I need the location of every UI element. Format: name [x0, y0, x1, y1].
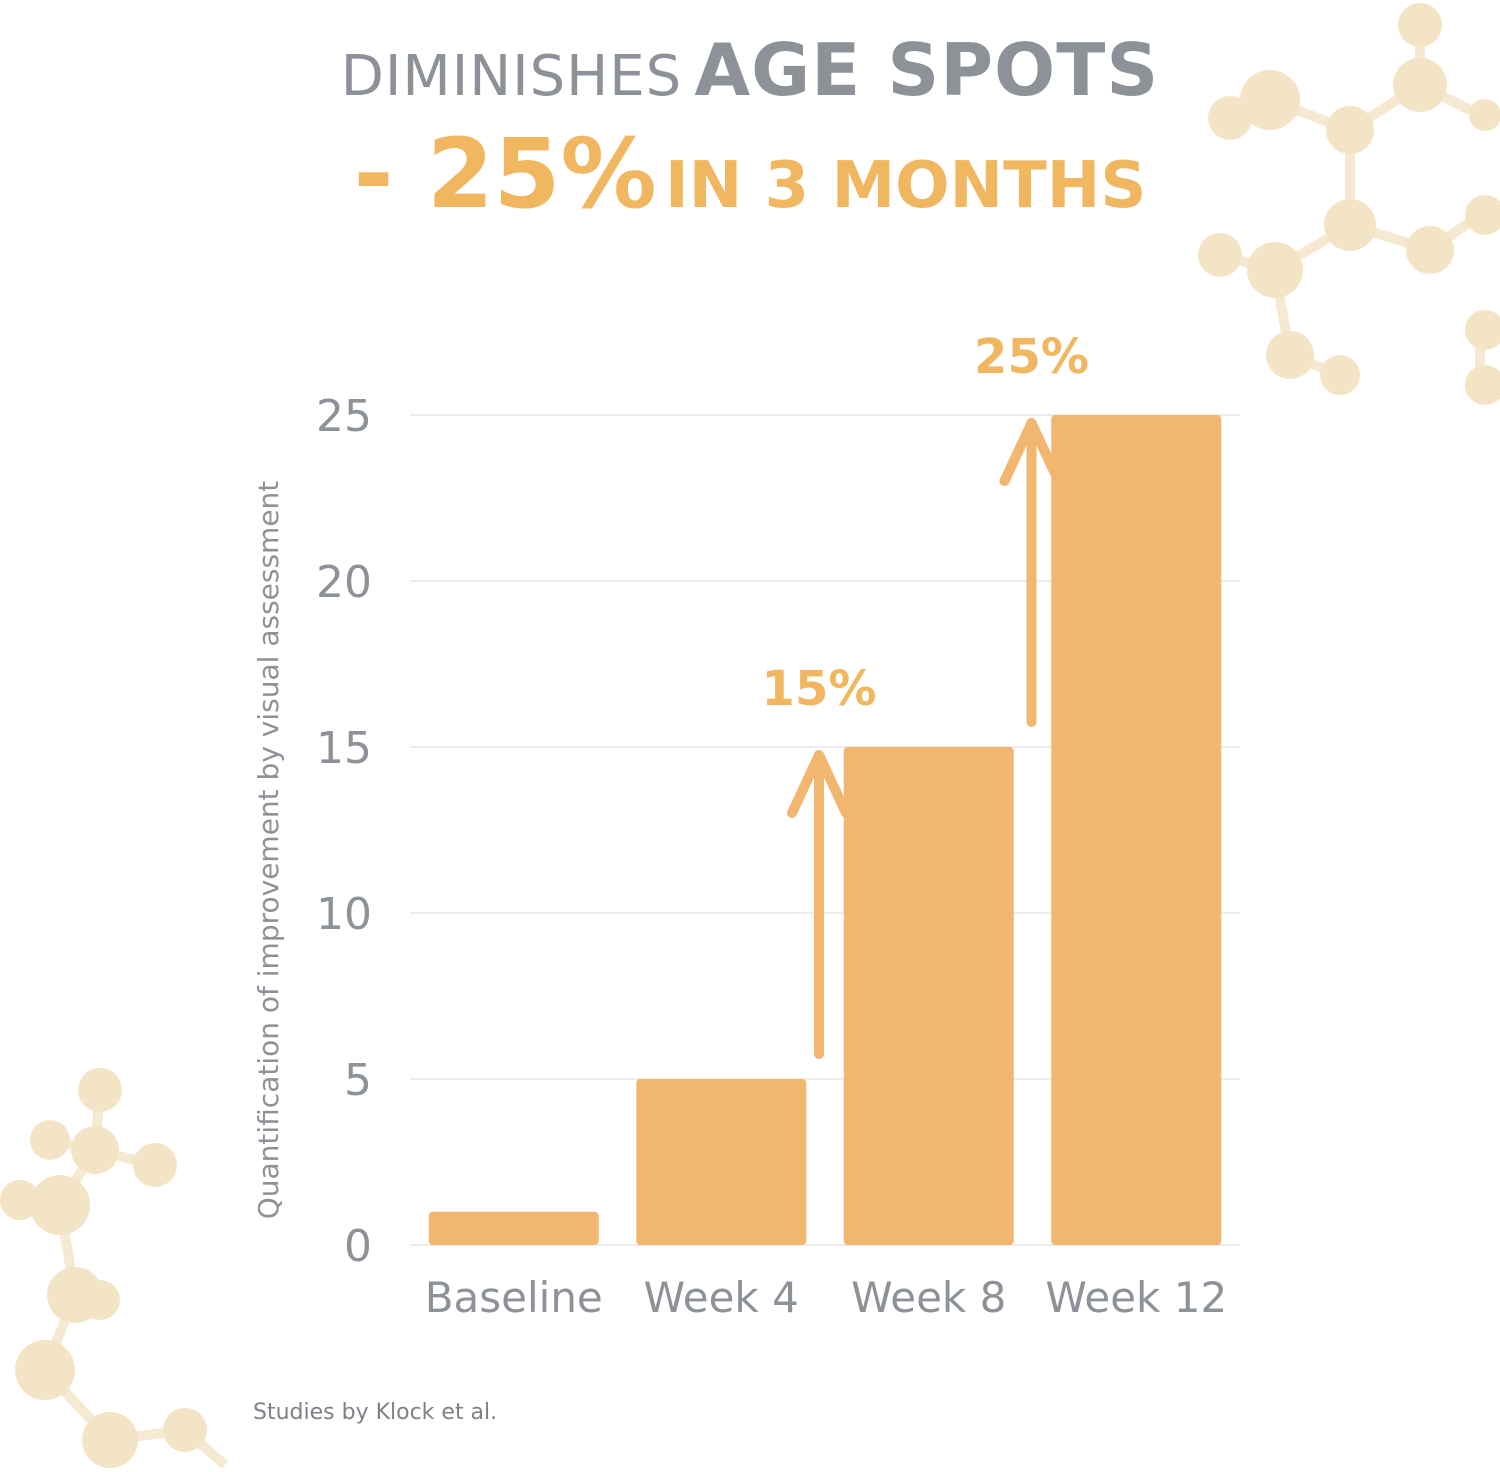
bars [428, 415, 1222, 1245]
bar [428, 1211, 599, 1245]
y-tick-label: 0 [344, 1221, 372, 1272]
headline-percent: - 25% [353, 118, 657, 230]
headline-line-2: - 25% IN 3 MONTHS [0, 118, 1500, 230]
x-tick-label: Week 12 [1045, 1273, 1227, 1322]
y-tick-label: 20 [316, 557, 372, 608]
annotation-label: 25% [974, 329, 1089, 385]
headline-timeframe: IN 3 MONTHS [664, 149, 1147, 223]
x-axis-ticks: Baseline Week 4 Week 8 Week 12 [425, 1273, 1227, 1322]
y-tick-label: 25 [316, 391, 372, 442]
headline-line-1: DIMINISHES AGE SPOTS [0, 28, 1500, 112]
headline-lead: DIMINISHES [340, 44, 683, 109]
y-axis-ticks: 0 5 10 15 20 25 [316, 391, 372, 1272]
y-tick-label: 5 [344, 1055, 372, 1106]
y-axis-label: Quantification of improvement by visual … [252, 481, 285, 1220]
x-tick-label: Baseline [425, 1273, 603, 1322]
arrow-head [787, 750, 851, 818]
y-tick-label: 10 [316, 889, 372, 940]
x-tick-label: Week 8 [851, 1273, 1006, 1322]
x-tick-label: Week 4 [644, 1273, 799, 1322]
y-tick-label: 15 [316, 723, 372, 774]
annotations: 15% 25% [762, 329, 1089, 1059]
bar [843, 747, 1014, 1245]
bar [1051, 415, 1222, 1245]
footnote: Studies by Klock et al. [253, 1400, 498, 1425]
bar [636, 1079, 807, 1245]
annotation-label: 15% [762, 661, 877, 717]
arrow-head [999, 418, 1064, 486]
headline-strong: AGE SPOTS [694, 28, 1160, 112]
